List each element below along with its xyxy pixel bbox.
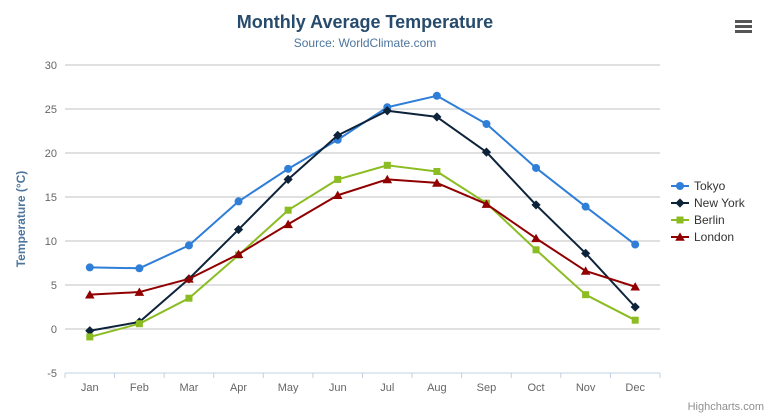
square-marker-berlin bbox=[284, 206, 292, 214]
export-menu-button[interactable] bbox=[733, 16, 757, 36]
diamond-marker-new-york bbox=[581, 248, 591, 258]
y-tick-label: 5 bbox=[51, 280, 57, 292]
chart-title: Monthly Average Temperature bbox=[236, 12, 494, 32]
diamond-marker-new-york bbox=[531, 200, 541, 210]
x-tick-label: Mar bbox=[179, 382, 198, 394]
triangle-marker-london bbox=[630, 282, 641, 291]
y-tick-label: 15 bbox=[45, 192, 57, 204]
legend: Tokyo New York Berlin London bbox=[671, 177, 745, 245]
hamburger-menu-icon bbox=[735, 29, 752, 33]
circle-marker-tokyo bbox=[135, 264, 144, 273]
circle-marker-tokyo bbox=[631, 240, 640, 249]
circle-marker-tokyo bbox=[432, 91, 441, 100]
hamburger-menu-icon bbox=[735, 24, 752, 28]
square-marker-berlin bbox=[185, 294, 193, 302]
x-tick-label: Apr bbox=[230, 382, 247, 394]
circle-legend-icon bbox=[671, 181, 689, 190]
x-tick-label: Dec bbox=[625, 382, 645, 394]
circle-marker-tokyo bbox=[284, 164, 293, 173]
x-tick-label: Feb bbox=[130, 382, 149, 394]
series-line-london bbox=[88, 178, 637, 296]
diamond-marker-new-york bbox=[233, 224, 244, 235]
y-tick-label: 0 bbox=[51, 324, 57, 336]
diamond-marker-new-york bbox=[432, 112, 442, 122]
triangle-marker-london bbox=[481, 199, 492, 208]
circle-marker-tokyo bbox=[234, 197, 243, 206]
y-tick-label: 20 bbox=[45, 148, 57, 160]
hamburger-menu-icon bbox=[735, 19, 752, 23]
circle-marker-tokyo bbox=[85, 263, 94, 272]
legend-item-label: Berlin bbox=[694, 212, 725, 227]
square-marker-berlin bbox=[631, 316, 639, 324]
triangle-legend-icon bbox=[671, 231, 689, 241]
series-london bbox=[84, 174, 641, 299]
y-tick-label: 25 bbox=[45, 104, 57, 116]
diamond-marker-new-york bbox=[85, 326, 95, 336]
x-tick-label: Aug bbox=[427, 382, 447, 394]
diamond-marker-new-york bbox=[481, 147, 492, 157]
square-marker-berlin bbox=[135, 320, 143, 328]
diamond-legend-icon bbox=[671, 197, 689, 208]
legend-item-label: New York bbox=[694, 195, 745, 210]
series-tokyo bbox=[85, 91, 640, 273]
square-marker-berlin bbox=[582, 291, 590, 299]
triangle-marker-london bbox=[531, 233, 541, 243]
y-tick-label: 10 bbox=[45, 236, 57, 248]
x-tick-label: Jul bbox=[380, 382, 394, 394]
square-marker-berlin bbox=[532, 246, 540, 254]
legend-item-label: Tokyo bbox=[694, 178, 726, 193]
diamond-marker-new-york bbox=[283, 174, 293, 184]
triangle-marker-london bbox=[283, 219, 293, 229]
triangle-marker-london bbox=[84, 290, 95, 299]
legend-item-label: London bbox=[694, 229, 735, 244]
legend-item-berlin[interactable]: Berlin bbox=[671, 211, 745, 228]
square-marker-berlin bbox=[334, 175, 342, 183]
square-marker-berlin bbox=[86, 333, 94, 341]
circle-marker-tokyo bbox=[532, 163, 541, 172]
chart-subtitle: Source: WorldClimate.com bbox=[293, 36, 437, 50]
x-tick-label: Nov bbox=[576, 382, 596, 394]
series-line-berlin bbox=[88, 164, 637, 338]
series-line-tokyo bbox=[88, 94, 637, 270]
diamond-marker-new-york bbox=[333, 130, 343, 140]
circle-marker-tokyo bbox=[184, 241, 193, 250]
series-line-new-york bbox=[88, 109, 637, 332]
triangle-marker-london bbox=[134, 287, 145, 296]
triangle-marker-london bbox=[580, 266, 591, 275]
y-tick-label: -5 bbox=[47, 368, 57, 380]
triangle-marker-london bbox=[233, 249, 244, 258]
diamond-marker-new-york bbox=[382, 106, 392, 116]
x-tick-label: Jun bbox=[329, 382, 347, 394]
title-block: Monthly Average Temperature Source: Worl… bbox=[0, 0, 730, 50]
square-marker-berlin bbox=[433, 167, 441, 175]
y-axis-title: Temperature (°C) bbox=[14, 171, 28, 268]
legend-item-new-york[interactable]: New York bbox=[671, 194, 745, 211]
square-marker-berlin bbox=[383, 161, 391, 169]
triangle-marker-london bbox=[332, 190, 343, 200]
legend-item-tokyo[interactable]: Tokyo bbox=[671, 177, 745, 194]
credits-link[interactable]: Highcharts.com bbox=[687, 401, 764, 413]
square-legend-icon bbox=[671, 216, 689, 223]
x-tick-label: Oct bbox=[527, 382, 544, 394]
x-tick-label: Sep bbox=[477, 382, 497, 394]
triangle-marker-london bbox=[432, 178, 442, 187]
series-new-york bbox=[85, 106, 640, 336]
legend-item-london[interactable]: London bbox=[671, 228, 745, 245]
y-tick-label: 30 bbox=[45, 60, 57, 72]
x-tick-label: May bbox=[278, 382, 299, 394]
diamond-marker-new-york bbox=[630, 302, 640, 312]
x-tick-label: Jan bbox=[81, 382, 99, 394]
triangle-marker-london bbox=[382, 174, 393, 184]
circle-marker-tokyo bbox=[482, 119, 491, 128]
circle-marker-tokyo bbox=[581, 202, 590, 211]
triangle-marker-london bbox=[184, 274, 194, 283]
